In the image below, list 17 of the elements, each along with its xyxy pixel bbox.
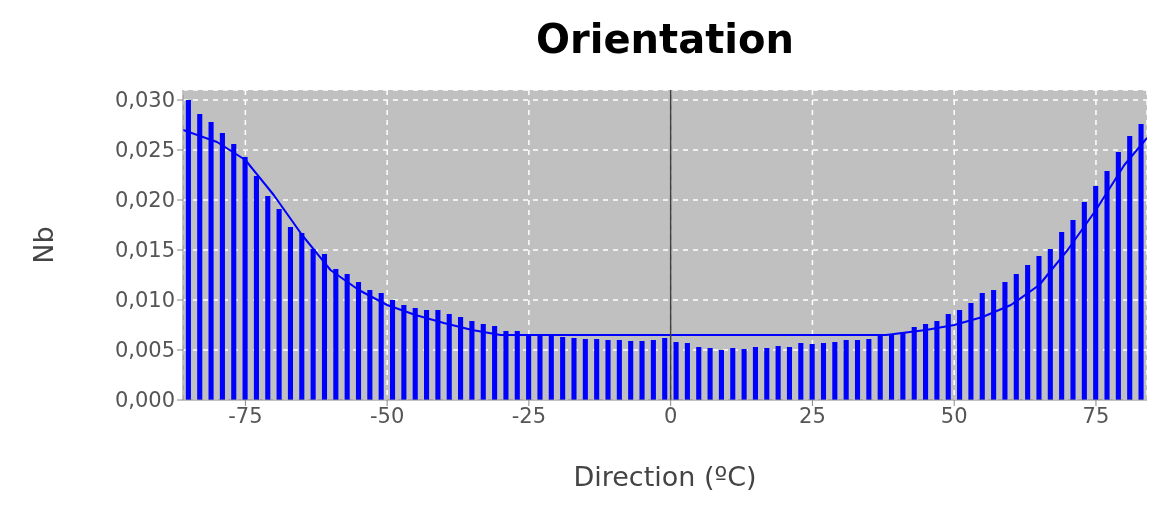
y-tick-label: 0,000	[114, 388, 175, 413]
x-tick-label: 75	[1082, 403, 1110, 428]
x-axis-title: Direction (ºC)	[573, 461, 757, 492]
y-tick-label: 0,005	[114, 338, 175, 363]
x-tick-label: 50	[940, 403, 968, 428]
y-tick-label: 0,015	[114, 238, 175, 263]
x-tick-label: 0	[663, 403, 678, 428]
y-axis-title: Nb	[27, 226, 59, 264]
y-tick-label: 0,030	[114, 88, 175, 113]
chart-title: Orientation	[535, 16, 795, 62]
x-tick-label: -50	[369, 403, 405, 428]
y-tick-label: 0,025	[114, 138, 175, 163]
x-tick-label: 25	[799, 403, 826, 428]
x-tick-label: -75	[228, 403, 263, 428]
y-tick-label: 0,010	[114, 288, 175, 313]
y-tick-label: 0,020	[114, 188, 175, 213]
x-tick-label: -25	[511, 403, 547, 428]
